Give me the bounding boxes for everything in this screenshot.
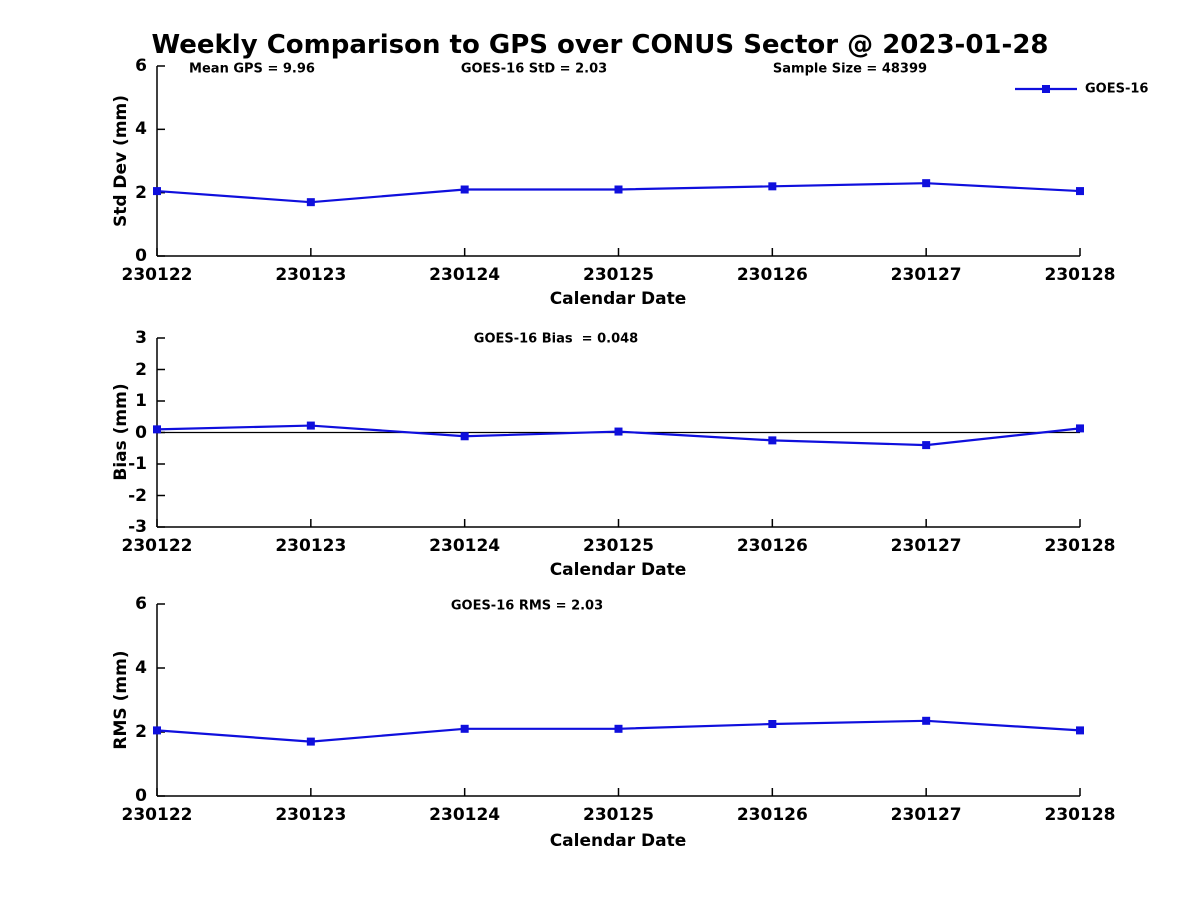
annotation-goes16-bias: GOES-16 Bias = 0.048 bbox=[473, 331, 639, 347]
y-tick-label: 3 bbox=[135, 328, 147, 348]
y-tick-label: 2 bbox=[135, 182, 147, 203]
data-point-marker bbox=[1076, 187, 1084, 196]
x-tick-label: 230125 bbox=[583, 805, 654, 825]
y-tick-label: 4 bbox=[135, 658, 147, 678]
x-tick-label: 230123 bbox=[275, 805, 347, 825]
data-point-marker bbox=[153, 726, 161, 735]
data-point-marker bbox=[1076, 424, 1084, 433]
y-tick-label: 6 bbox=[135, 594, 147, 614]
data-point-marker bbox=[614, 724, 623, 733]
y-tick-label: 2 bbox=[135, 722, 147, 742]
x-tick-label: 230126 bbox=[736, 265, 808, 285]
x-tick-label: 230126 bbox=[736, 805, 808, 825]
annotation-mean-gps: Mean GPS = 9.96 bbox=[189, 61, 315, 77]
y-tick-label: -2 bbox=[128, 485, 147, 506]
y-axis-label-std-dev: Std Dev (mm) bbox=[111, 94, 131, 228]
y-tick-label: 4 bbox=[135, 119, 147, 140]
x-tick-label: 230126 bbox=[736, 536, 808, 556]
x-tick-label: 230125 bbox=[583, 536, 654, 556]
data-point-marker bbox=[922, 179, 931, 188]
data-point-marker bbox=[460, 432, 469, 441]
data-point-marker bbox=[153, 425, 161, 434]
x-tick-label: 230124 bbox=[429, 265, 501, 285]
x-tick-label: 230122 bbox=[121, 805, 193, 825]
x-tick-label: 230128 bbox=[1044, 536, 1116, 556]
x-tick-label: 230124 bbox=[429, 536, 501, 556]
data-point-marker bbox=[306, 421, 315, 430]
x-tick-label: 230127 bbox=[890, 265, 962, 285]
legend-label-goes16: GOES-16 bbox=[1085, 81, 1149, 97]
annotation-goes16-std: GOES-16 StD = 2.03 bbox=[460, 61, 608, 77]
data-point-marker bbox=[614, 427, 623, 436]
x-tick-label: 230123 bbox=[275, 265, 347, 285]
y-tick-label: -1 bbox=[128, 454, 147, 474]
x-tick-label: 230122 bbox=[121, 265, 193, 285]
y-tick-label: 1 bbox=[135, 391, 147, 411]
x-axis-label-calendar-date-1: Calendar Date bbox=[549, 289, 687, 309]
y-tick-label: 6 bbox=[135, 56, 147, 76]
y-tick-label: 0 bbox=[135, 246, 147, 266]
y-tick-label: 0 bbox=[135, 786, 147, 806]
data-point-marker bbox=[460, 185, 469, 194]
data-point-marker bbox=[768, 720, 777, 728]
data-point-marker bbox=[306, 198, 315, 207]
x-tick-label: 230127 bbox=[890, 805, 962, 825]
data-point-marker bbox=[306, 737, 315, 746]
x-axis-label-calendar-date-3: Calendar Date bbox=[549, 831, 687, 851]
x-tick-label: 230124 bbox=[429, 805, 501, 825]
x-tick-label: 230128 bbox=[1044, 265, 1116, 285]
x-axis-label-calendar-date-2: Calendar Date bbox=[549, 560, 687, 580]
data-point-marker bbox=[768, 182, 777, 191]
x-tick-label: 230128 bbox=[1044, 805, 1116, 825]
data-point-marker bbox=[922, 441, 931, 450]
x-tick-label: 230127 bbox=[890, 536, 962, 556]
x-tick-label: 230125 bbox=[583, 265, 654, 285]
data-point-marker bbox=[460, 724, 469, 733]
figure-title: Weekly Comparison to GPS over CONUS Sect… bbox=[151, 30, 1049, 60]
data-point-marker bbox=[153, 187, 161, 196]
y-tick-label: -3 bbox=[128, 517, 147, 537]
annotation-sample-size: Sample Size = 48399 bbox=[772, 61, 928, 77]
y-tick-label: 0 bbox=[135, 422, 147, 443]
legend-marker bbox=[1042, 85, 1050, 93]
data-point-marker bbox=[922, 716, 931, 725]
data-point-marker bbox=[768, 436, 777, 445]
data-point-marker bbox=[614, 185, 623, 194]
annotation-goes16-rms: GOES-16 RMS = 2.03 bbox=[450, 598, 604, 614]
y-tick-label: 2 bbox=[135, 359, 147, 380]
x-tick-label: 230123 bbox=[275, 536, 347, 556]
data-point-marker bbox=[1076, 726, 1084, 735]
x-tick-label: 230122 bbox=[121, 536, 193, 556]
